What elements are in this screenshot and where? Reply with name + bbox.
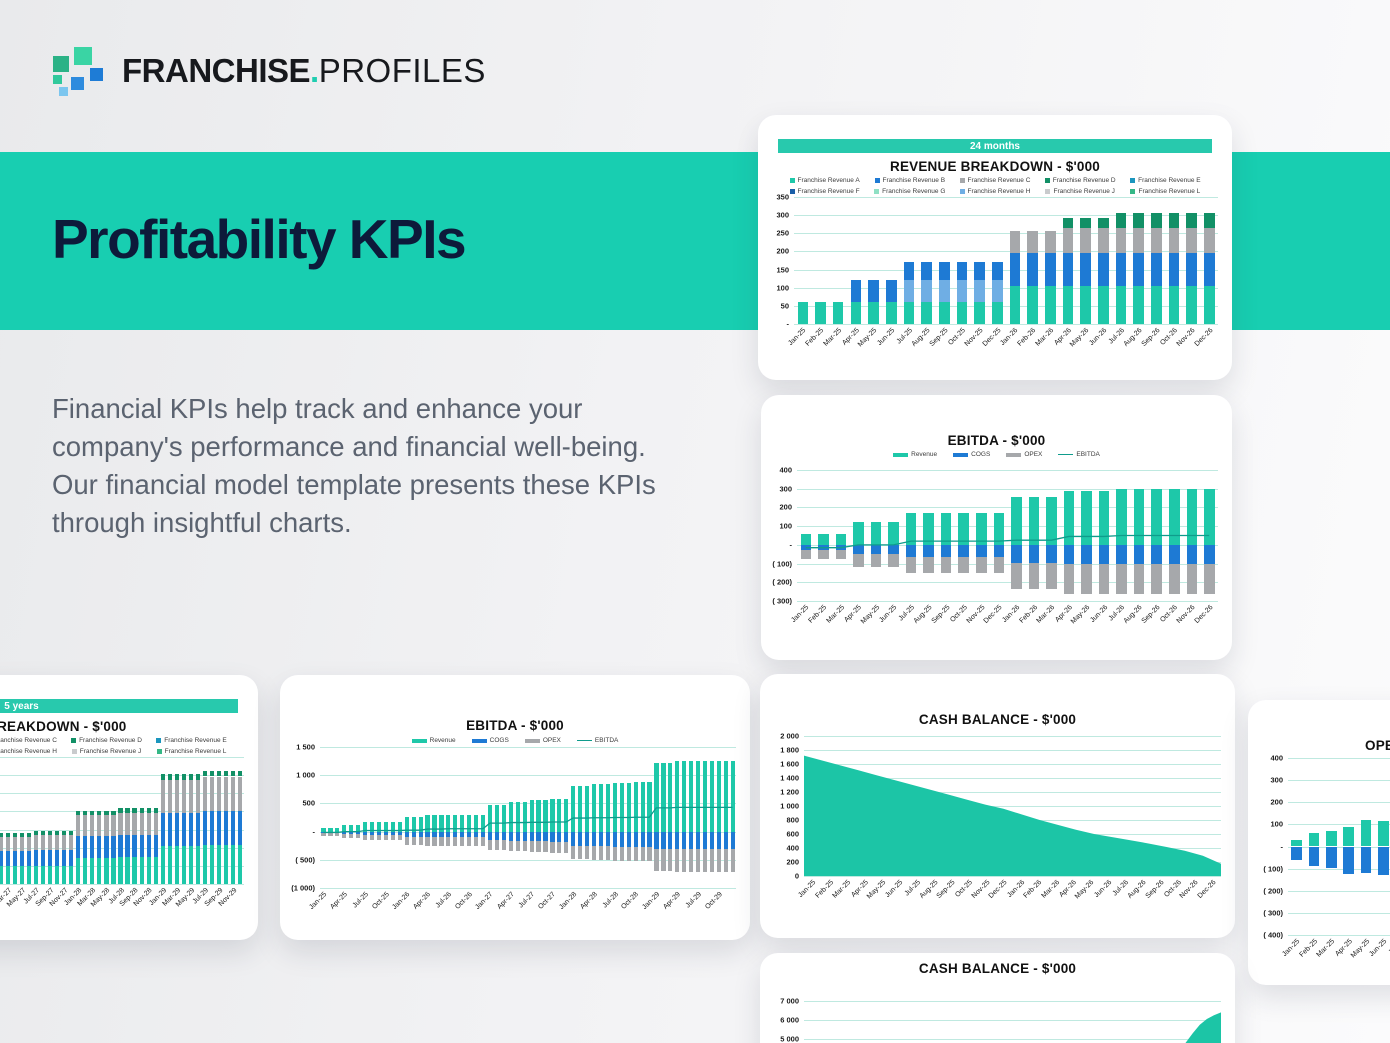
ebitda-24m-card: EBITDA - $'000 Revenue COGS OPEX EBITDA 400… xyxy=(761,395,1232,660)
revenue-breakdown-5y-card: 5 years REVENUE BREAKDOWN - $'000 Franch… xyxy=(0,675,258,940)
cash-balance-5y-card: CASH BALANCE - $'000 7 000 6 000 5 000 xyxy=(760,953,1235,1043)
revenue-breakdown-24m-plot: 350 300 250 200 150 100 50- Jan-25 Feb-25 Mar-25 A… xyxy=(776,193,1218,348)
chart-title: REVENUE BREAKDOWN - $'000 xyxy=(890,159,1100,174)
period-banner-24-months: 24 months xyxy=(778,139,1212,153)
period-banner-label: 5 years xyxy=(4,700,39,712)
brand-logo-icon xyxy=(50,42,108,100)
ebitda-5y-card: EBITDA - $'000 Revenue COGS OPEX EBITDA 1 5… xyxy=(280,675,750,940)
chart-legend: Revenue COGS OPEX EBITDA xyxy=(761,451,1232,458)
opex-partial-plot: 400 300 200 100-( 100)( 200)( 300)( 400) Jan… xyxy=(1263,754,1390,959)
chart-title: CASH BALANCE - $'000 xyxy=(918,712,1077,727)
chart-title: EBITDA - $'000 xyxy=(947,433,1046,448)
ebitda-24m-plot: 400 300 200 100-( 100)( 200)( 300) Jan-25 Feb… xyxy=(772,466,1218,625)
cash-balance-24m-card: CASH BALANCE - $'000 2 000 1 800 1 600 1 40… xyxy=(760,674,1235,938)
revenue-breakdown-5y-plot: Jan-25Mar-25May-25Jul-25Sep-25Nov-25Jan-… xyxy=(0,757,244,908)
opex-partial-card: OPE 400 300 200 100-( 100)( 200)( 300)( 400… xyxy=(1248,700,1390,985)
brand-dot: . xyxy=(310,52,319,89)
cash-balance-5y-plot: 7 000 6 000 5 000 xyxy=(780,997,1221,1043)
ebitda-5y-plot: 1 500 1 000 500-( 500) (1 000) Jan-25 Apr-25 J… xyxy=(291,743,736,911)
chart-title: CASH BALANCE - $'000 xyxy=(918,961,1077,976)
period-banner-label: 24 months xyxy=(969,140,1020,152)
brand-name-bold: FRANCHISE xyxy=(122,52,311,89)
brand-logo: FRANCHISE.PROFILES xyxy=(50,42,486,100)
chart-title: OPE xyxy=(1365,738,1390,753)
revenue-breakdown-24m-card: 24 months REVENUE BREAKDOWN - $'000 Fran… xyxy=(758,115,1232,380)
brand-name-light: PROFILES xyxy=(318,52,486,89)
intro-paragraph: Financial KPIs help track and enhance yo… xyxy=(52,393,656,538)
chart-title: REVENUE BREAKDOWN - $'000 xyxy=(0,719,127,734)
chart-title: EBITDA - $'000 xyxy=(466,718,564,733)
page-title: Profitability KPIs xyxy=(52,208,467,270)
period-banner-5-years: 5 years xyxy=(0,699,238,713)
chart-legend: Revenue COGS OPEX EBITDA xyxy=(280,737,750,744)
brand-logo-text: FRANCHISE.PROFILES xyxy=(122,52,486,90)
cash-balance-24m-plot: 2 000 1 800 1 600 1 400 1 200 1 000 800 600 400 2… xyxy=(780,732,1221,900)
